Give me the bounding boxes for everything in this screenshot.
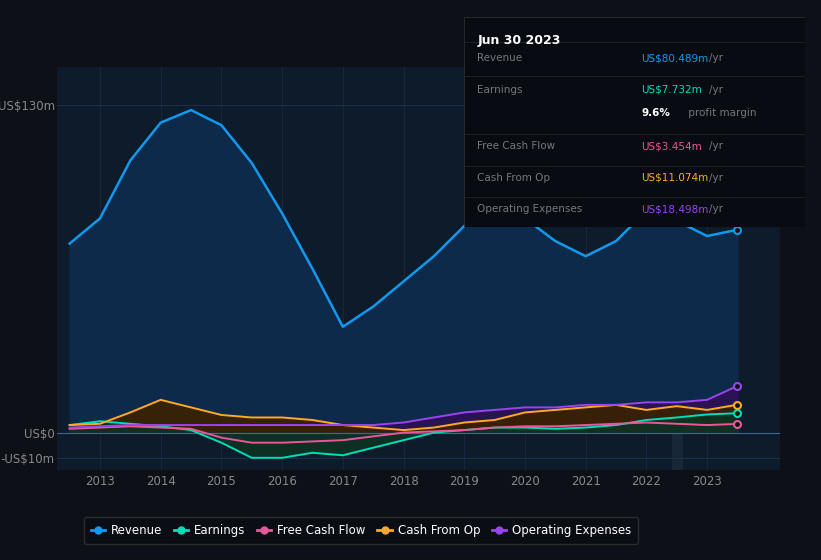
Text: /yr: /yr [709,85,723,95]
Text: US$18.498m: US$18.498m [641,204,709,214]
Text: /yr: /yr [709,141,723,151]
Text: Operating Expenses: Operating Expenses [478,204,583,214]
Text: /yr: /yr [709,172,723,183]
Text: US$80.489m: US$80.489m [641,53,709,63]
Text: US$7.732m: US$7.732m [641,85,702,95]
Text: /yr: /yr [709,53,723,63]
Text: 9.6%: 9.6% [641,108,670,118]
Text: Jun 30 2023: Jun 30 2023 [478,34,561,46]
Text: Free Cash Flow: Free Cash Flow [478,141,556,151]
Text: US$11.074m: US$11.074m [641,172,709,183]
Text: Revenue: Revenue [478,53,523,63]
Text: Cash From Op: Cash From Op [478,172,551,183]
FancyBboxPatch shape [464,17,805,227]
Legend: Revenue, Earnings, Free Cash Flow, Cash From Op, Operating Expenses: Revenue, Earnings, Free Cash Flow, Cash … [84,517,638,544]
Text: profit margin: profit margin [686,108,757,118]
Text: /yr: /yr [709,204,723,214]
Text: US$3.454m: US$3.454m [641,141,702,151]
Text: Earnings: Earnings [478,85,523,95]
